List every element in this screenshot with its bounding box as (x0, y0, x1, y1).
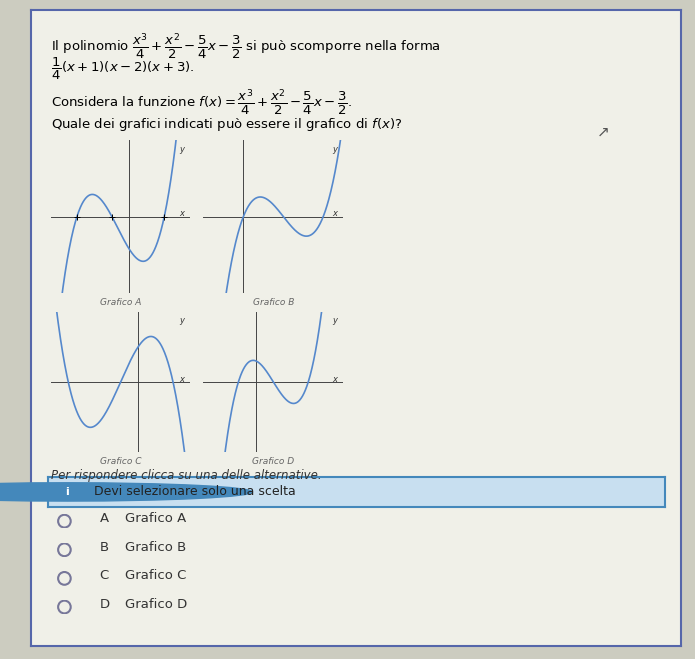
Text: Considera la funzione $f(x)=\dfrac{x^3}{4}+\dfrac{x^2}{2}-\dfrac{5}{4}x-\dfrac{3: Considera la funzione $f(x)=\dfrac{x^3}{… (51, 88, 352, 117)
Text: Grafico B: Grafico B (253, 298, 294, 307)
Text: $x$: $x$ (179, 374, 186, 384)
Text: $x$: $x$ (332, 374, 339, 384)
Text: i: i (65, 487, 69, 497)
Text: Grafico A: Grafico A (100, 298, 141, 307)
Text: Il polinomio $\dfrac{x^3}{4}+\dfrac{x^2}{2}-\dfrac{5}{4}x-\dfrac{3}{2}$ si può s: Il polinomio $\dfrac{x^3}{4}+\dfrac{x^2}… (51, 32, 441, 61)
Text: Grafico D: Grafico D (126, 598, 188, 611)
Text: Per rispondere clicca su una delle alternative.: Per rispondere clicca su una delle alter… (51, 469, 321, 482)
Text: C: C (99, 569, 108, 583)
Text: $y$: $y$ (332, 145, 339, 156)
Text: B: B (99, 540, 108, 554)
Text: Grafico B: Grafico B (126, 540, 187, 554)
Text: Quale dei grafici indicati può essere il grafico di $f(x)$?: Quale dei grafici indicati può essere il… (51, 116, 402, 133)
Text: D: D (99, 598, 110, 611)
Text: Grafico D: Grafico D (252, 457, 295, 466)
Text: Grafico C: Grafico C (100, 457, 141, 466)
Text: ↗: ↗ (596, 125, 610, 139)
Text: A: A (99, 512, 108, 525)
Text: $y$: $y$ (179, 316, 186, 327)
Text: $x$: $x$ (332, 209, 339, 218)
Text: Grafico A: Grafico A (126, 512, 187, 525)
Text: $x$: $x$ (179, 209, 186, 218)
Text: Devi selezionare solo una scelta: Devi selezionare solo una scelta (94, 486, 295, 498)
Text: $y$: $y$ (332, 316, 339, 327)
Text: $y$: $y$ (179, 145, 186, 156)
Circle shape (0, 483, 252, 501)
Text: $\dfrac{1}{4}(x+1)(x-2)(x+3).$: $\dfrac{1}{4}(x+1)(x-2)(x+3).$ (51, 56, 194, 82)
Text: Grafico C: Grafico C (126, 569, 187, 583)
